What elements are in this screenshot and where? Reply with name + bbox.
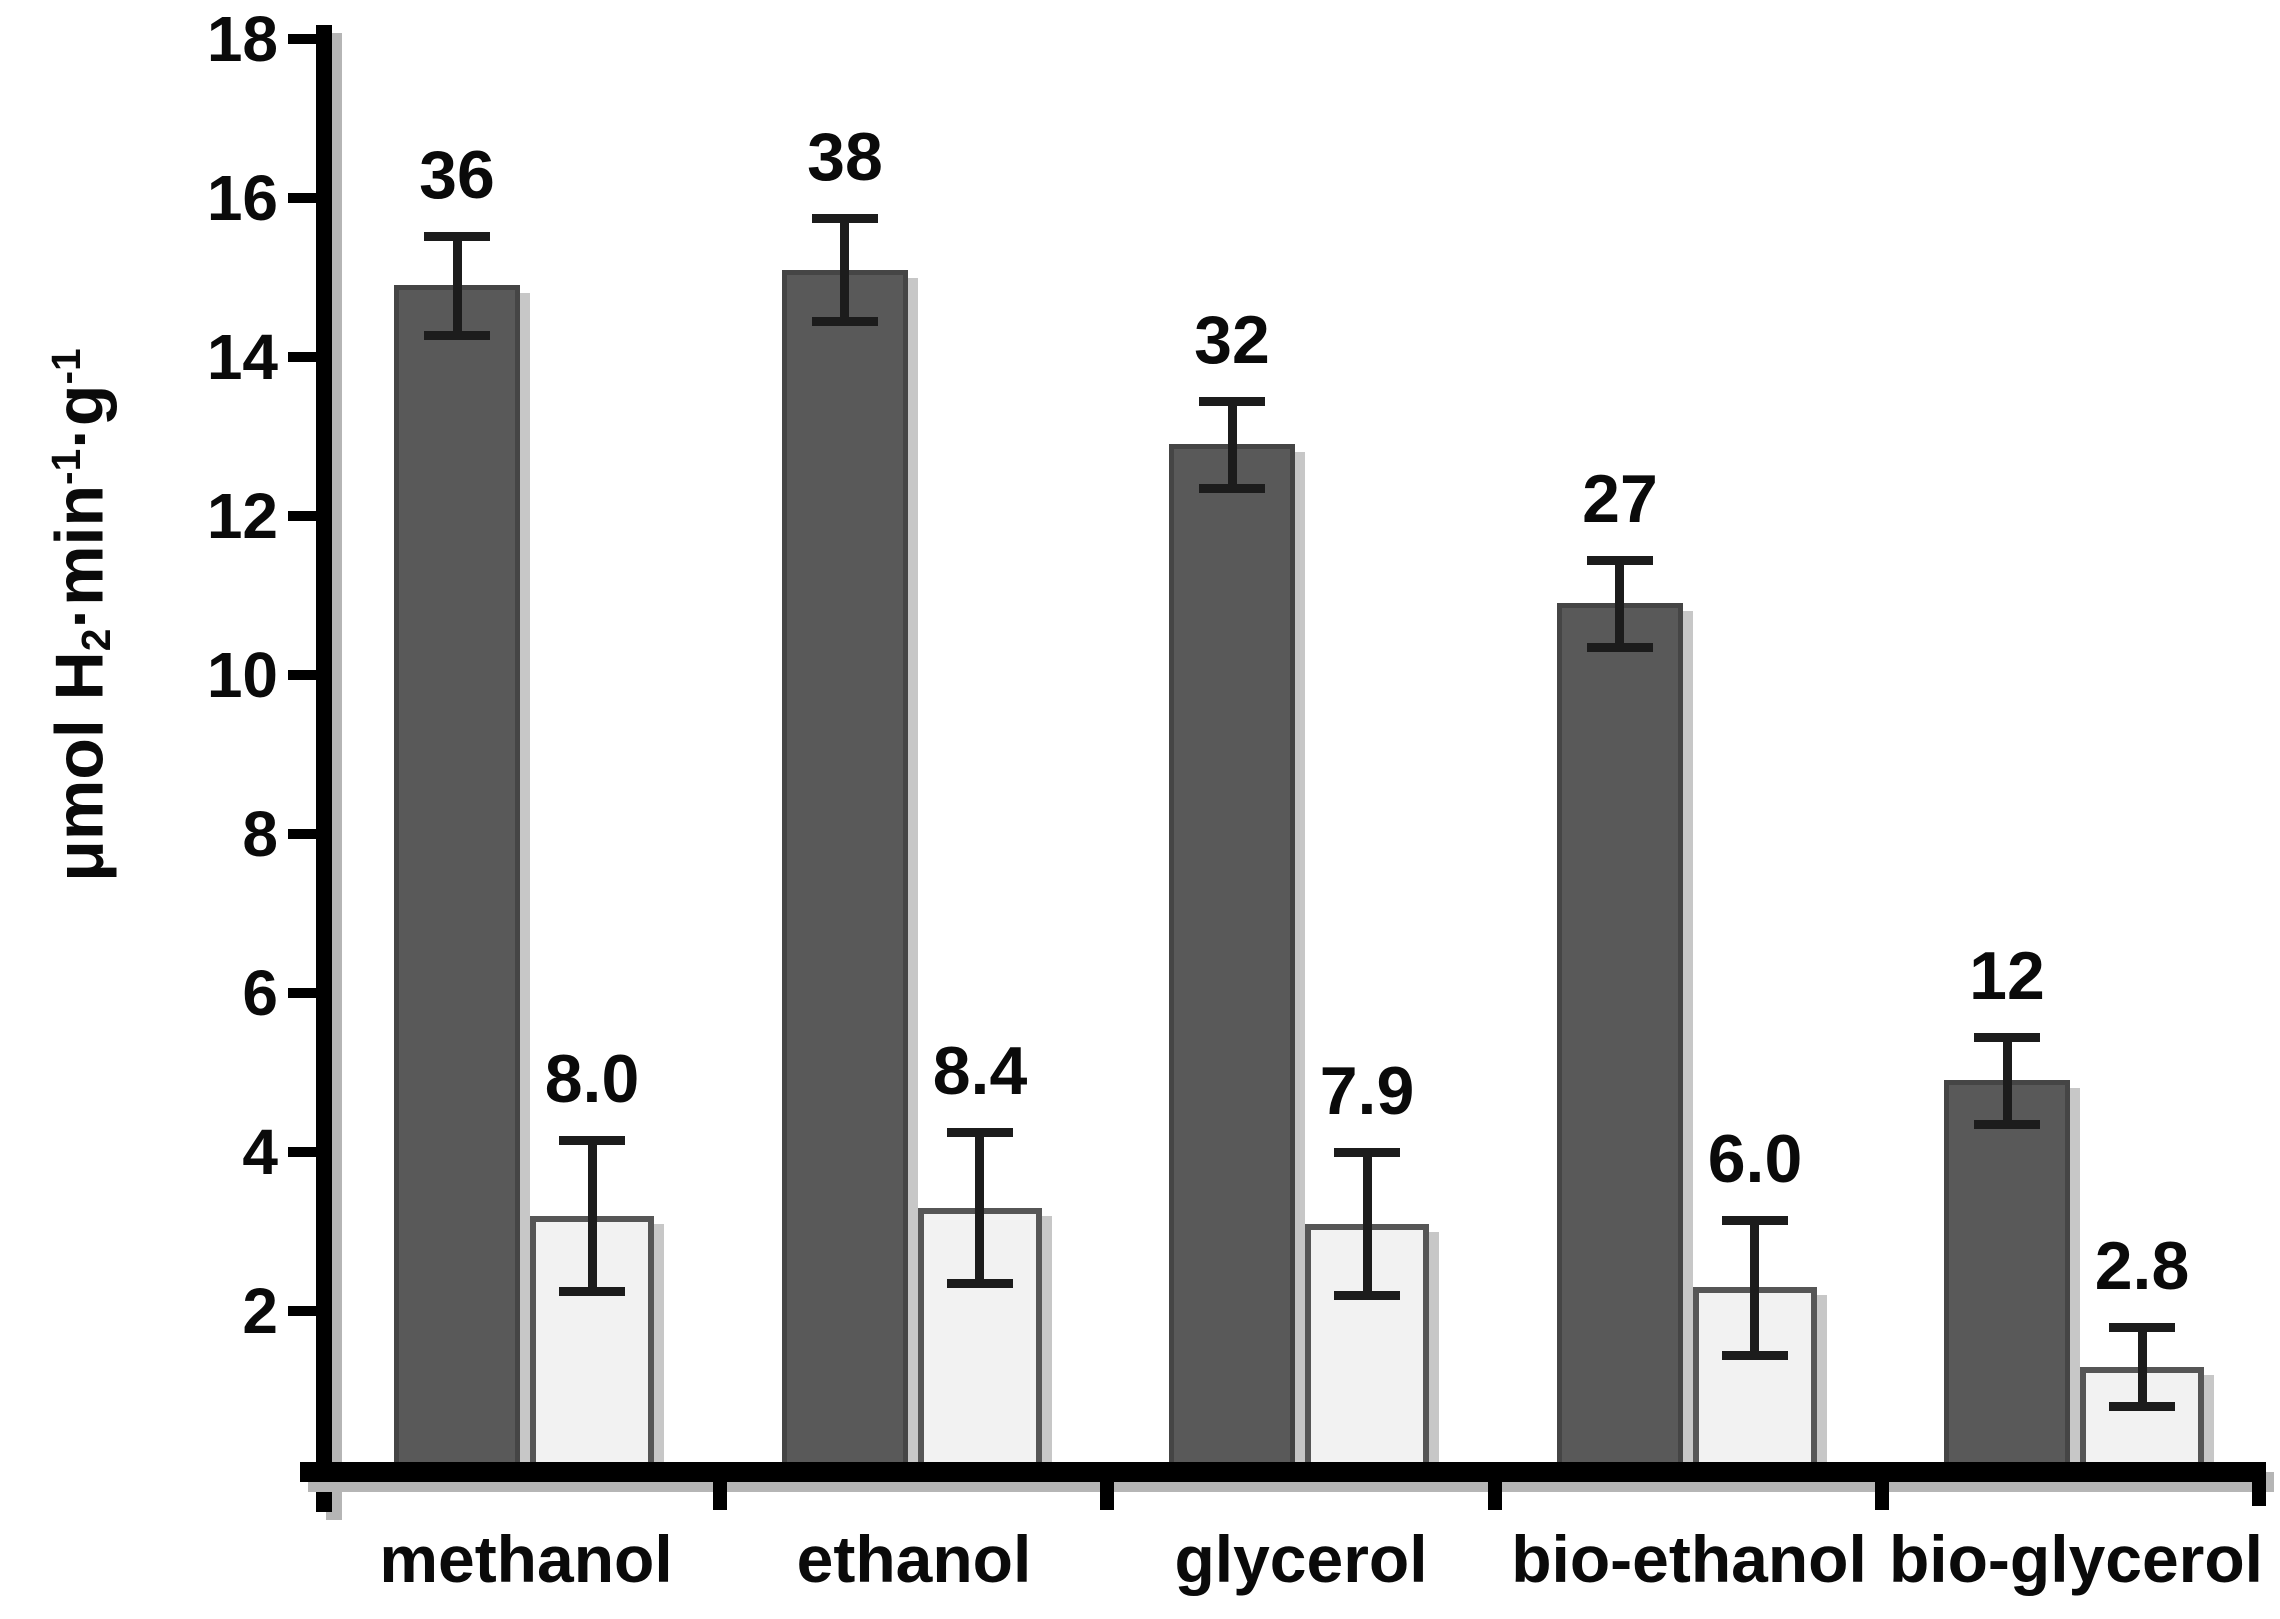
value-label-dark-gray-bars-bio-ethanol: 27 <box>1582 461 1658 537</box>
y-tick-label: 12 <box>206 480 278 552</box>
bar-dark-gray-bars-methanol <box>394 285 520 1468</box>
y-tick-label: 6 <box>242 957 278 1029</box>
error-bar-line <box>1615 560 1624 647</box>
error-bar-cap-bottom <box>1974 1120 2040 1129</box>
bar-dark-gray-bars-glycerol <box>1169 444 1295 1468</box>
error-bar-cap-top <box>1974 1033 2040 1042</box>
error-bar-cap-top <box>1587 556 1653 565</box>
value-label-light-gray-bars-glycerol: 7.9 <box>1319 1053 1415 1129</box>
y-tick <box>288 34 316 44</box>
y-tick-label: 10 <box>206 639 278 711</box>
error-bar-cap-top <box>559 1136 625 1145</box>
error-bar-cap-bottom <box>2109 1402 2175 1411</box>
error-bar-cap-bottom <box>559 1287 625 1296</box>
y-axis-line <box>316 25 332 1512</box>
error-bar-cap-top <box>2109 1323 2175 1332</box>
category-boundary-tick <box>1488 1476 1502 1510</box>
error-bar-cap-top <box>812 214 878 223</box>
axis-end-tick <box>2252 1476 2266 1506</box>
y-tick <box>288 352 316 362</box>
category-label-bio-ethanol: bio-ethanol <box>1511 1522 1867 1596</box>
value-label-dark-gray-bars-bio-glycerol: 12 <box>1969 938 2045 1014</box>
category-boundary-tick <box>1100 1476 1114 1510</box>
error-bar-line <box>840 218 849 321</box>
error-bar-cap-bottom <box>812 317 878 326</box>
y-tick <box>288 829 316 839</box>
error-bar-line <box>1750 1220 1759 1355</box>
y-tick <box>288 511 316 521</box>
value-label-dark-gray-bars-glycerol: 32 <box>1194 302 1270 378</box>
error-bar-cap-top <box>424 232 490 241</box>
y-tick <box>288 1147 316 1157</box>
y-tick <box>288 1306 316 1316</box>
bar-dark-gray-bars-bio-glycerol <box>1944 1080 2070 1468</box>
value-label-light-gray-bars-bio-glycerol: 2.8 <box>2094 1228 2190 1304</box>
error-bar-line <box>1228 401 1237 488</box>
y-tick-label: 16 <box>206 162 278 234</box>
error-bar-cap-bottom <box>1334 1291 1400 1300</box>
value-label-dark-gray-bars-methanol: 36 <box>419 137 495 213</box>
error-bar-line <box>588 1140 597 1291</box>
bar-dark-gray-bars-ethanol <box>782 270 908 1468</box>
y-tick <box>288 988 316 998</box>
y-tick-label: 14 <box>206 321 278 393</box>
error-bar-line <box>1363 1152 1372 1295</box>
error-bar-cap-top <box>1722 1216 1788 1225</box>
error-bar-cap-bottom <box>424 331 490 340</box>
error-bar-cap-top <box>1199 397 1265 406</box>
x-axis-line <box>300 1462 2266 1482</box>
error-bar-cap-top <box>1334 1148 1400 1157</box>
error-bar-cap-bottom <box>1199 484 1265 493</box>
bar-dark-gray-bars-bio-ethanol <box>1557 603 1683 1468</box>
error-bar-cap-bottom <box>1587 643 1653 652</box>
y-tick-label: 18 <box>206 3 278 75</box>
category-label-methanol: methanol <box>379 1522 673 1596</box>
y-tick <box>288 193 316 203</box>
category-label-glycerol: glycerol <box>1174 1522 1428 1596</box>
value-label-light-gray-bars-ethanol: 8.4 <box>932 1033 1028 1109</box>
category-label-ethanol: ethanol <box>796 1522 1032 1596</box>
error-bar-cap-top <box>947 1128 1013 1137</box>
error-bar-cap-bottom <box>1722 1351 1788 1360</box>
y-tick-label: 8 <box>242 798 278 870</box>
category-boundary-tick <box>1875 1476 1889 1510</box>
y-tick-label: 2 <box>242 1275 278 1347</box>
value-label-dark-gray-bars-ethanol: 38 <box>807 119 883 195</box>
error-bar-line <box>2138 1327 2147 1407</box>
y-tick <box>288 670 316 680</box>
category-boundary-tick <box>713 1476 727 1510</box>
value-label-light-gray-bars-bio-ethanol: 6.0 <box>1707 1121 1803 1197</box>
category-label-bio-glycerol: bio-glycerol <box>1888 1522 2264 1596</box>
error-bar-line <box>2003 1037 2012 1124</box>
error-bar-line <box>453 236 462 335</box>
y-tick-label: 4 <box>242 1116 278 1188</box>
value-label-light-gray-bars-methanol: 8.0 <box>544 1041 640 1117</box>
error-bar-line <box>975 1132 984 1283</box>
error-bar-cap-bottom <box>947 1279 1013 1288</box>
